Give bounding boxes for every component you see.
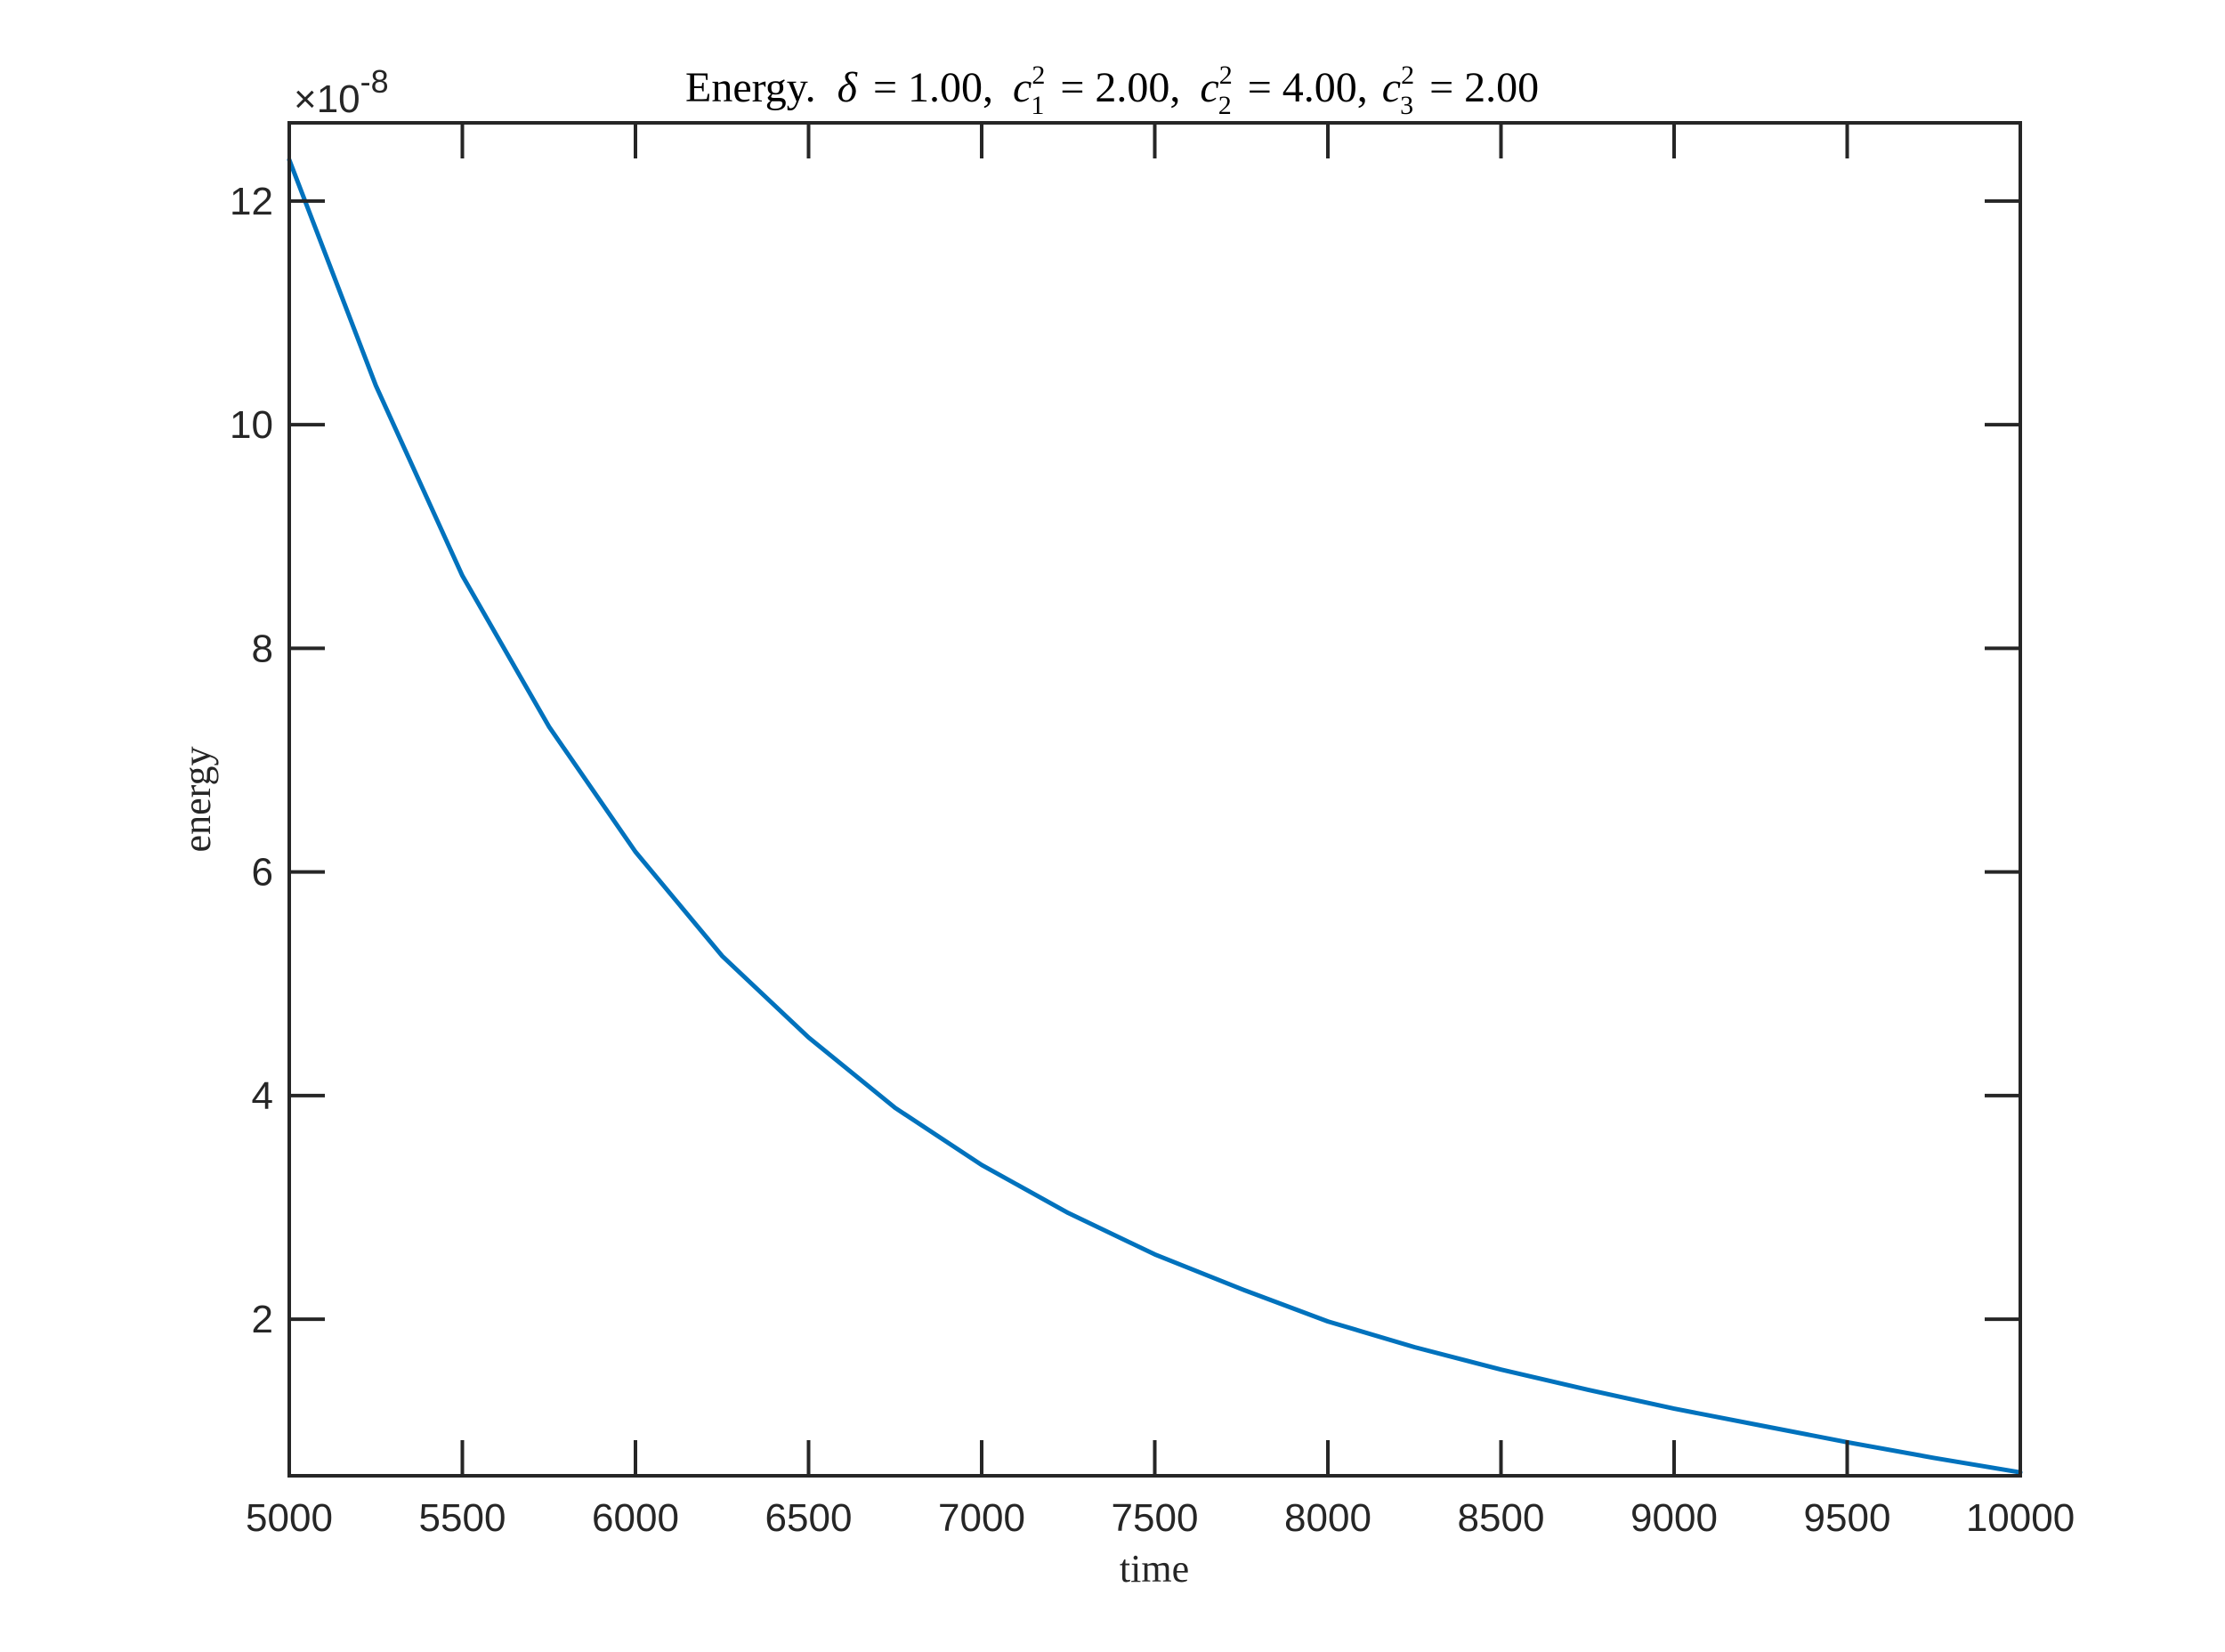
- x-tick-label: 9500: [1804, 1496, 1891, 1540]
- y-tick-label: 4: [252, 1074, 273, 1118]
- y-tick-label: 6: [252, 851, 273, 895]
- plot-area: [289, 123, 2020, 1476]
- x-tick-label: 5500: [419, 1496, 506, 1540]
- chart-title: Energy. δ = 1.00, c2 1 = 2.00, c2 2 = 4.00…: [685, 61, 1539, 124]
- y-tick-label: 2: [252, 1298, 273, 1341]
- y-axis-title: energy: [175, 747, 219, 853]
- x-tick-label: 6500: [765, 1496, 853, 1540]
- y-tick-labels: 2 4 6 8 10 12: [230, 180, 273, 1341]
- x-tick-label: 9000: [1630, 1496, 1718, 1540]
- y-tick-label: 12: [230, 180, 273, 223]
- x-tick-label: 6000: [592, 1496, 679, 1540]
- x-tick-label: 7000: [938, 1496, 1025, 1540]
- x-tick-labels: 5000 5500 6000 6500 7000 7500 8000 8500 9000 9500…: [246, 1496, 2075, 1540]
- x-tick-label: 8000: [1284, 1496, 1371, 1540]
- x-tick-label: 10000: [1966, 1496, 2075, 1540]
- x-axis-title: time: [1120, 1547, 1189, 1591]
- y-tick-label: 10: [230, 403, 273, 447]
- x-tick-label: 5000: [246, 1496, 333, 1540]
- y-exponent: ×10-8: [294, 63, 389, 121]
- series-line-1: [287, 158, 2023, 1475]
- x-tick-label: 7500: [1112, 1496, 1199, 1540]
- series-layer: [287, 158, 2023, 1475]
- y-tick-label: 8: [252, 627, 273, 670]
- tick-layer: [287, 123, 2022, 1476]
- x-tick-label: 8500: [1458, 1496, 1545, 1540]
